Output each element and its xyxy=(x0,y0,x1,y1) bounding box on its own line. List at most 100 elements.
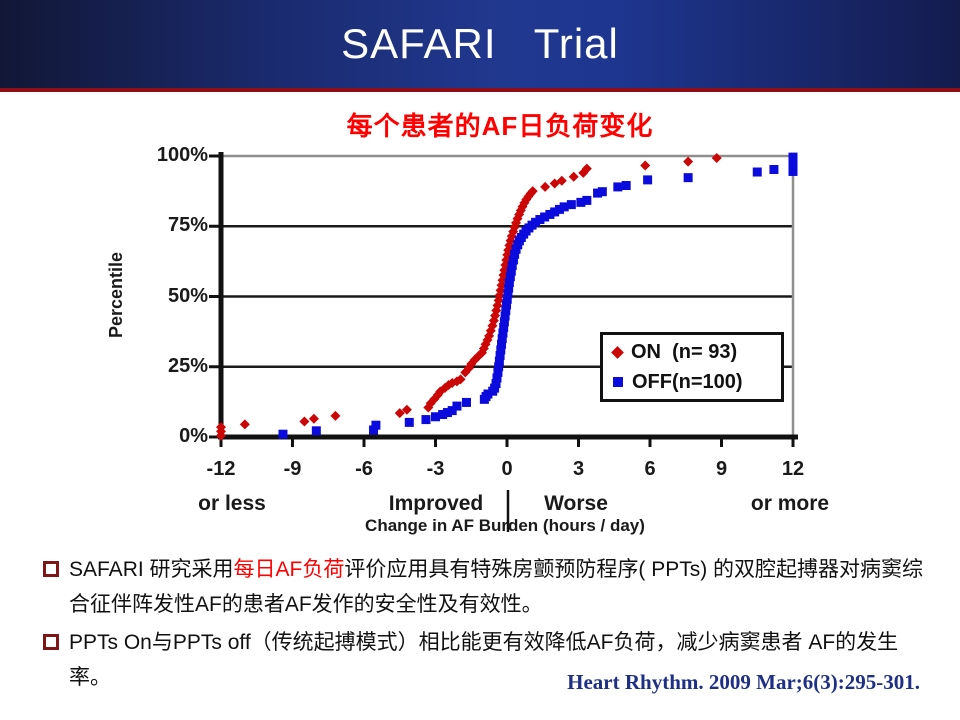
x-tick-label: -12 xyxy=(206,458,236,480)
data-point-off xyxy=(497,334,507,344)
x-tick-label: -6 xyxy=(355,458,373,480)
bullet-text-segment: 每日AF负荷 xyxy=(233,558,345,581)
data-point-on xyxy=(540,181,551,192)
data-point-on xyxy=(401,404,412,415)
slide-header: SAFARI Trial xyxy=(0,0,960,88)
x-tick-label: 0 xyxy=(501,458,513,480)
data-point-off xyxy=(311,426,321,436)
data-point-off xyxy=(540,212,550,222)
data-point-off xyxy=(582,195,592,205)
data-point-off xyxy=(507,261,517,271)
data-point-off xyxy=(492,373,502,383)
data-point-off xyxy=(545,209,555,219)
data-point-off xyxy=(683,173,693,183)
legend-row-on: ON (n= 93) xyxy=(611,339,781,365)
off-series-square-icon xyxy=(613,377,623,387)
data-point-on xyxy=(299,416,310,427)
chart-plot-area xyxy=(209,152,798,532)
data-point-off xyxy=(369,425,379,435)
data-point-on xyxy=(581,163,592,174)
data-point-on xyxy=(308,413,319,424)
data-point-off xyxy=(613,182,623,192)
x-axis-title: Change in AF Burden (hours / day) xyxy=(365,516,645,535)
data-point-off xyxy=(554,204,564,214)
data-point-off xyxy=(643,175,653,185)
bullet-text-segment: PPTs On与PPTs off（传统起搏模式）相比能更有效降低AF负荷，减少病… xyxy=(69,631,899,689)
citation: Heart Rhythm. 2009 Mar;6(3):295-301. xyxy=(567,670,920,694)
data-point-off xyxy=(442,408,452,418)
data-point-off xyxy=(550,207,560,217)
data-point-off xyxy=(559,202,569,212)
data-point-off xyxy=(506,266,516,276)
data-point-off xyxy=(494,362,504,372)
caption-or-less: or less xyxy=(198,492,266,515)
data-point-off xyxy=(505,272,515,282)
chart-title: 每个患者的AF日负荷变化 xyxy=(346,111,654,141)
x-tick-label: -9 xyxy=(283,458,302,480)
bullet-text-segment: SAFARI 研究采用 xyxy=(69,558,234,581)
data-point-off xyxy=(500,311,510,321)
data-point-off xyxy=(494,356,504,366)
data-point-off xyxy=(447,406,457,416)
on-series-diamond-icon xyxy=(611,345,624,359)
data-point-off xyxy=(597,187,607,197)
data-point-off xyxy=(566,200,576,210)
data-point-off xyxy=(508,255,518,265)
legend-label-on: ON (n= 93) xyxy=(631,340,738,363)
data-point-on xyxy=(527,186,538,197)
data-point-off xyxy=(498,328,508,338)
bullet-list: SAFARI 研究采用每日AF负荷评价应用具有特殊房颤预防程序( PPTs) 的… xyxy=(42,552,924,698)
y-tick-label: 50% xyxy=(167,284,208,307)
data-point-off xyxy=(421,415,431,425)
y-tick-label: 0% xyxy=(179,425,208,447)
data-point-off xyxy=(502,294,512,304)
data-point-on xyxy=(394,408,405,419)
data-point-off xyxy=(496,345,506,355)
data-point-off xyxy=(621,181,631,191)
data-point-off xyxy=(493,367,503,377)
header-divider-line xyxy=(0,88,960,92)
data-point-off xyxy=(576,197,586,207)
x-tick-label: -3 xyxy=(426,458,445,480)
x-tick-label: 6 xyxy=(644,458,656,480)
data-point-on xyxy=(640,160,651,171)
slide-title: SAFARI Trial xyxy=(341,20,619,67)
data-point-off xyxy=(752,167,762,177)
data-point-off xyxy=(499,322,509,332)
data-point-on xyxy=(556,175,567,186)
caption-or-more: or more xyxy=(750,492,830,515)
bullet-square-icon xyxy=(43,561,59,577)
x-tick-label: 12 xyxy=(781,458,805,480)
data-point-off xyxy=(278,429,288,439)
data-point-off xyxy=(483,389,493,399)
bullet-item: SAFARI 研究采用每日AF负荷评价应用具有特殊房颤预防程序( PPTs) 的… xyxy=(42,552,924,622)
y-tick-label: 100% xyxy=(156,144,208,166)
data-point-off xyxy=(510,249,520,259)
data-point-off xyxy=(499,317,509,327)
data-point-on xyxy=(330,410,341,421)
data-point-off xyxy=(461,397,471,407)
data-point-on xyxy=(504,240,515,251)
bullet-square-icon xyxy=(43,634,59,650)
data-point-off xyxy=(502,300,512,310)
bullet-item: PPTs On与PPTs off（传统起搏模式）相比能更有效降低AF负荷，减少病… xyxy=(42,625,924,695)
data-point-off xyxy=(769,164,779,174)
data-point-on xyxy=(683,156,694,167)
data-point-off xyxy=(497,339,507,349)
data-point-off xyxy=(431,412,440,422)
data-point-off xyxy=(371,420,381,430)
data-point-on xyxy=(216,422,226,433)
data-point-off xyxy=(501,306,511,316)
data-point-off xyxy=(404,417,414,427)
caption-worse: Worse xyxy=(544,492,608,515)
data-point-off xyxy=(495,351,505,361)
data-point-on xyxy=(455,374,466,385)
legend-label-off: OFF(n=100) xyxy=(632,370,743,393)
chart-legend: ON (n= 93) OFF(n=100) xyxy=(600,332,784,402)
y-tick-label: 75% xyxy=(167,214,208,237)
caption-improved: Improved xyxy=(388,492,484,515)
data-point-off xyxy=(593,188,603,198)
data-point-off xyxy=(788,152,798,162)
data-point-off xyxy=(504,283,514,293)
